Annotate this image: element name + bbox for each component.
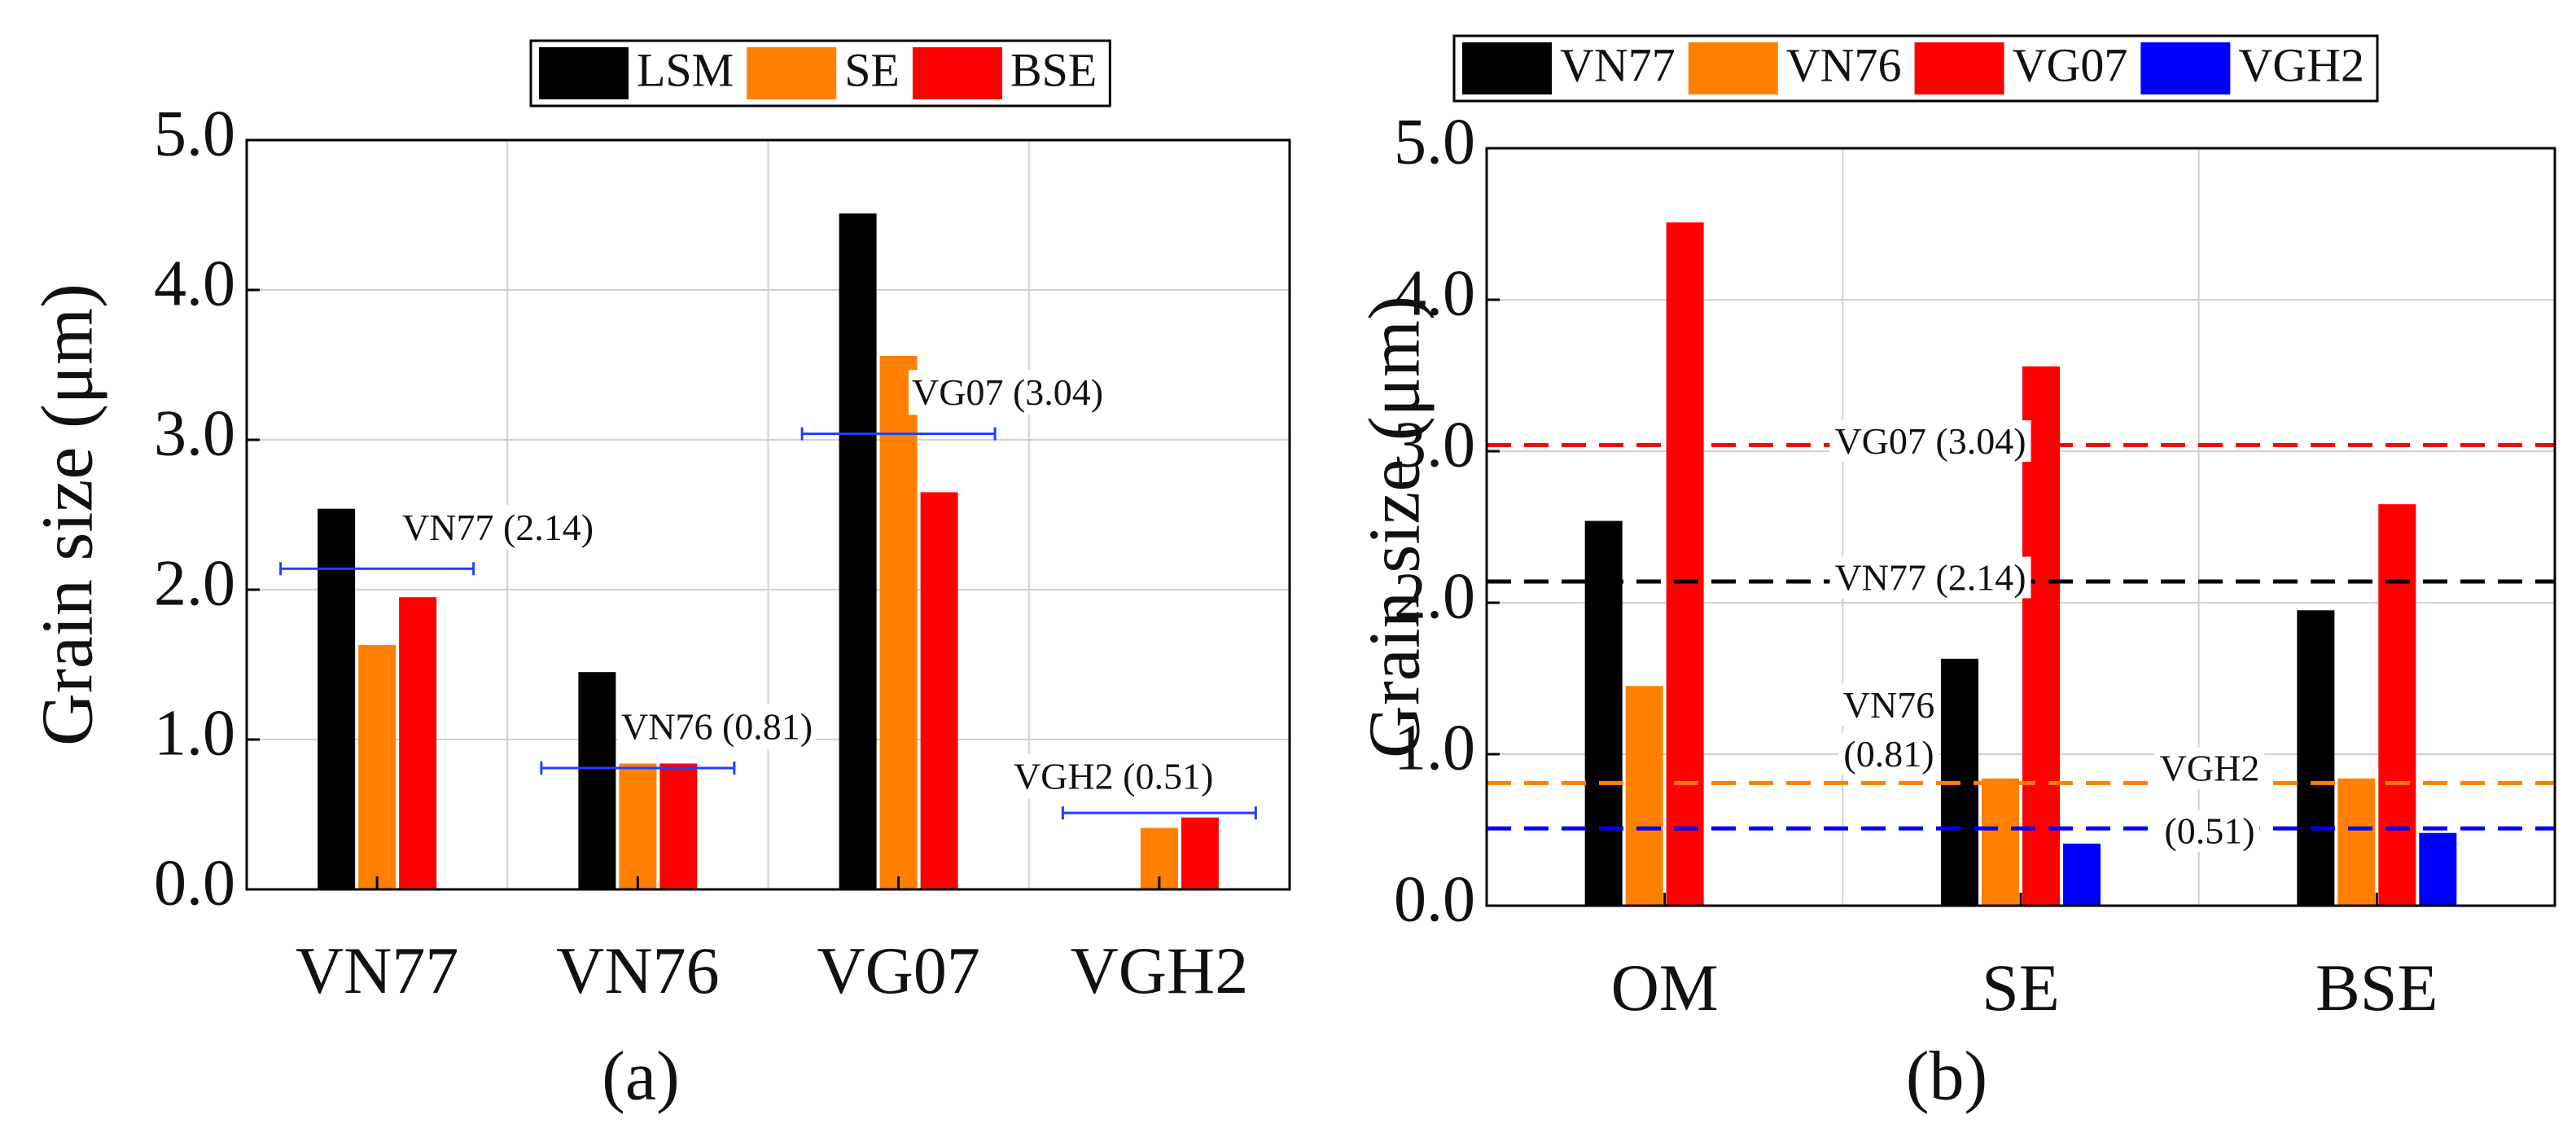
bar (399, 597, 437, 889)
chart-panel: VN77 (2.14) VN76 (0.81) VG07 (3.04) VGH2 (0… (28, 39, 1291, 1115)
bar (2063, 843, 2101, 906)
label-background (1838, 732, 1939, 775)
legend-label: VGH2 (2238, 38, 2364, 91)
y-tick-label: 2.0 (1394, 560, 1475, 632)
reference-label: VN77 (2.14) (402, 507, 594, 548)
y-tick-label: 3.0 (154, 397, 235, 469)
x-tick-label: SE (1982, 950, 2060, 1025)
legend-swatch (912, 47, 1002, 99)
caption: (a) (602, 1037, 679, 1115)
reference-label: VN76 (1843, 684, 1934, 726)
y-tick-label: 5.0 (1394, 106, 1475, 178)
bar (318, 508, 356, 889)
legend-swatch (1462, 42, 1552, 94)
bar (2297, 610, 2335, 906)
legend-swatch (1688, 42, 1778, 94)
reference-label: VG07 (3.04) (912, 371, 1103, 413)
y-tick-label: 0.0 (1394, 863, 1475, 935)
chart-panel: VG07 (3.04) VN77 (2.14) VN76 (0.81) VGH2 (0.5… (1355, 34, 2556, 1115)
bar (1625, 686, 1663, 906)
x-tick-label: OM (1611, 950, 1719, 1025)
legend-label: VG07 (2013, 38, 2128, 91)
bar (920, 492, 958, 889)
legend-label: LSM (637, 43, 734, 96)
legend: VN77 VN76 VG07 VGH2 (1452, 34, 2379, 103)
legend-swatch (747, 47, 837, 99)
bar (1666, 222, 1704, 906)
reference-label: VG07 (3.04) (1834, 420, 2026, 462)
label-background (399, 504, 598, 550)
bar (1584, 520, 1623, 906)
label-background (1829, 556, 2031, 599)
y-axis-label: Grain size (μm) (1355, 296, 1435, 758)
y-tick-label: 1.0 (1394, 712, 1475, 784)
caption: (b) (1906, 1037, 1987, 1115)
bar (1982, 778, 2019, 906)
x-tick-label: VN77 (296, 933, 458, 1007)
y-tick-label: 5.0 (154, 98, 235, 169)
x-tick-label: VN76 (556, 933, 719, 1007)
y-axis-label: Grain size (μm) (28, 283, 108, 746)
bar (879, 355, 918, 890)
bar (2337, 778, 2376, 906)
legend-swatch (539, 47, 629, 99)
y-tick-label: 4.0 (1394, 257, 1475, 329)
label-background (1010, 753, 1217, 799)
reference-label: VN77 (2.14) (1834, 557, 2026, 599)
bar (578, 672, 616, 889)
label-background (909, 370, 1107, 415)
bar (2378, 504, 2416, 906)
legend-label: BSE (1010, 43, 1097, 96)
y-tick-label: 3.0 (1394, 409, 1475, 481)
bar (1181, 817, 1219, 889)
bar (2419, 832, 2457, 906)
reference-label: (0.51) (2164, 810, 2254, 852)
bar (619, 763, 657, 889)
label-background (2159, 810, 2260, 852)
y-tick-label: 4.0 (154, 248, 235, 319)
label-background (1838, 683, 1940, 726)
bar (358, 645, 396, 889)
bar (659, 763, 698, 889)
reference-label: (0.81) (1843, 733, 1934, 775)
x-tick-label: VGH2 (1071, 933, 1249, 1007)
y-tick-label: 2.0 (154, 547, 235, 619)
reference-label: VGH2 (0.51) (1014, 756, 1213, 797)
y-tick-label: 0.0 (154, 847, 235, 919)
bar (839, 213, 877, 889)
legend-swatch (1914, 42, 2004, 94)
legend-label: VN76 (1786, 38, 1902, 91)
legend-swatch (2140, 42, 2231, 94)
legend: LSM SE BSE (529, 39, 1111, 108)
label-background (1829, 420, 2031, 463)
x-tick-label: VG07 (817, 933, 979, 1007)
y-tick-label: 1.0 (154, 697, 235, 769)
legend-label: VN77 (1560, 38, 1676, 91)
label-background (2154, 747, 2265, 789)
reference-label: VN76 (0.81) (621, 706, 813, 748)
reference-label: VGH2 (2160, 748, 2260, 789)
plot-frame (245, 138, 1291, 891)
legend-label: SE (844, 43, 900, 96)
label-background (618, 704, 817, 749)
x-tick-label: BSE (2315, 950, 2438, 1025)
